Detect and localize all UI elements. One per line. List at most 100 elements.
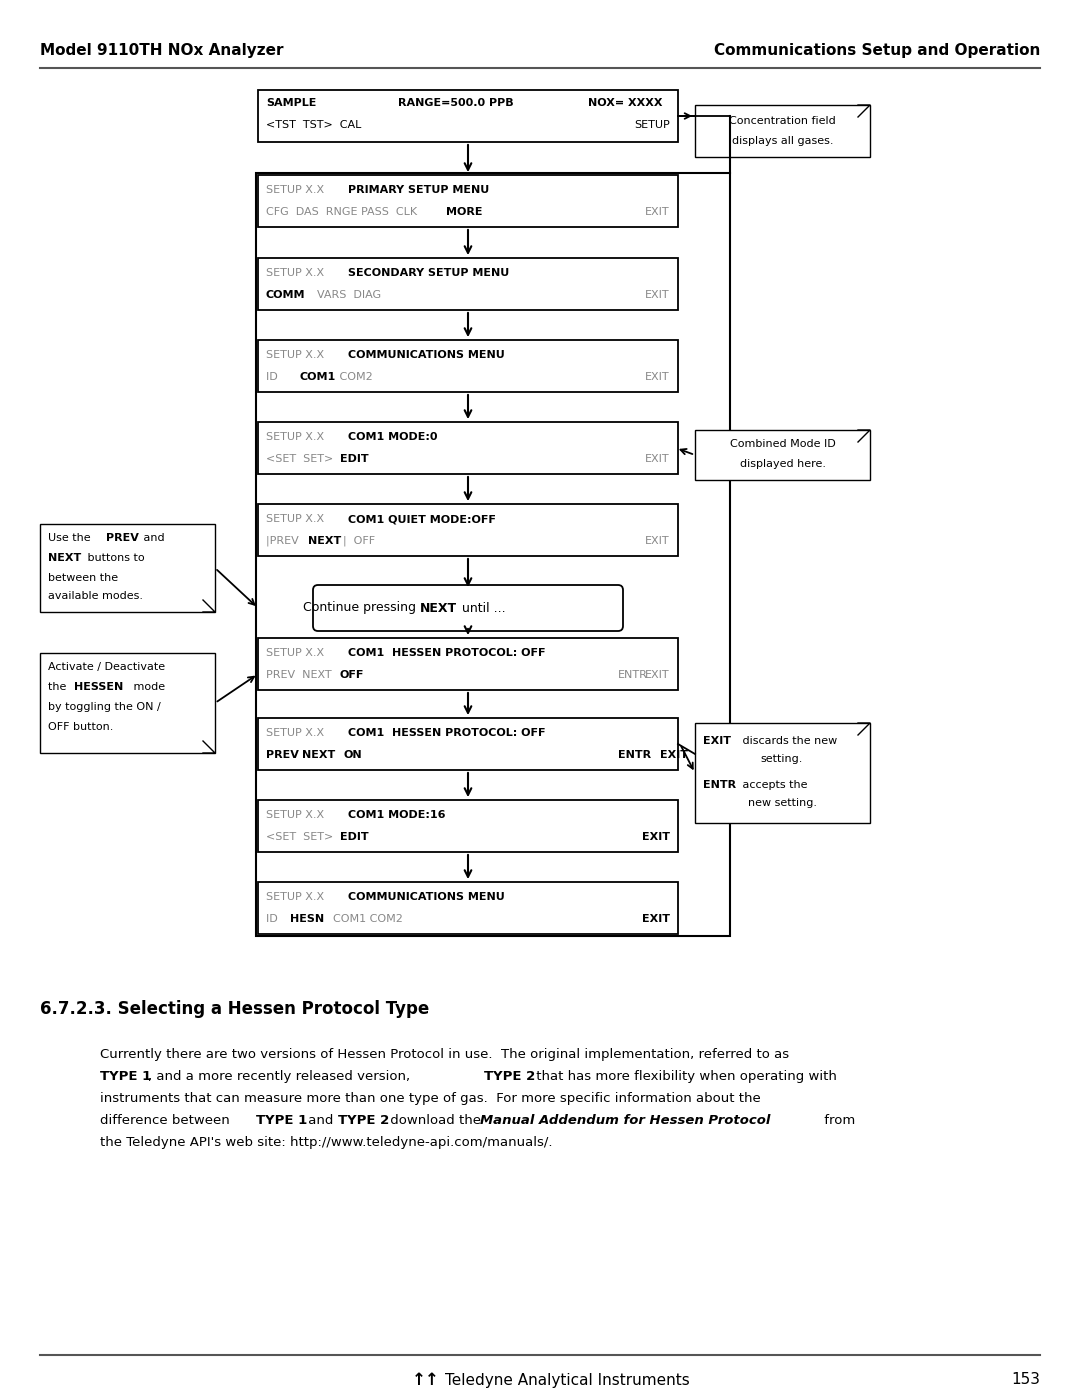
Text: from: from xyxy=(820,1113,855,1127)
Text: SETUP X.X: SETUP X.X xyxy=(266,184,324,196)
Text: HESSEN: HESSEN xyxy=(75,682,123,692)
Text: EDIT: EDIT xyxy=(340,454,368,464)
Bar xyxy=(256,173,730,936)
Text: NEXT: NEXT xyxy=(48,553,81,563)
Text: EXIT: EXIT xyxy=(646,536,670,546)
Text: NEXT: NEXT xyxy=(308,536,341,546)
Text: the Teledyne API's web site: http://www.teledyne-api.com/manuals/.: the Teledyne API's web site: http://www.… xyxy=(100,1136,553,1148)
Text: , and a more recently released version,: , and a more recently released version, xyxy=(148,1070,415,1083)
Text: EXIT: EXIT xyxy=(642,833,670,842)
Text: until ...: until ... xyxy=(458,602,505,615)
Bar xyxy=(696,430,870,481)
Text: COMMUNICATIONS MENU: COMMUNICATIONS MENU xyxy=(348,351,504,360)
Text: SECONDARY SETUP MENU: SECONDARY SETUP MENU xyxy=(348,268,510,278)
Text: and: and xyxy=(303,1113,338,1127)
Bar xyxy=(258,882,678,935)
Text: NEXT: NEXT xyxy=(302,750,335,760)
Text: SETUP X.X: SETUP X.X xyxy=(266,893,324,902)
Text: MORE: MORE xyxy=(446,207,483,217)
Text: COM1: COM1 xyxy=(300,372,336,381)
Text: EXIT: EXIT xyxy=(646,207,670,217)
Text: <TST  TST>  CAL: <TST TST> CAL xyxy=(266,120,362,130)
Bar xyxy=(258,422,678,474)
Text: HESN: HESN xyxy=(291,914,324,923)
Text: TYPE 2: TYPE 2 xyxy=(484,1070,536,1083)
Text: that has more flexibility when operating with: that has more flexibility when operating… xyxy=(532,1070,837,1083)
Bar xyxy=(258,339,678,393)
Text: ↑↑: ↑↑ xyxy=(413,1370,440,1389)
Text: TYPE 1: TYPE 1 xyxy=(100,1070,151,1083)
Text: <SET  SET>: <SET SET> xyxy=(266,454,340,464)
Text: new setting.: new setting. xyxy=(747,798,816,807)
Bar xyxy=(258,89,678,142)
Text: ID: ID xyxy=(266,372,292,381)
Text: ENTR: ENTR xyxy=(618,671,648,680)
Text: COMM: COMM xyxy=(266,291,306,300)
Text: COM2: COM2 xyxy=(336,372,373,381)
Text: PREV: PREV xyxy=(106,534,139,543)
Bar xyxy=(258,800,678,852)
Text: Manual Addendum for Hessen Protocol: Manual Addendum for Hessen Protocol xyxy=(480,1113,770,1127)
Text: setting.: setting. xyxy=(760,754,804,764)
Text: the: the xyxy=(48,682,70,692)
Text: download the: download the xyxy=(386,1113,485,1127)
Text: 6.7.2.3. Selecting a Hessen Protocol Type: 6.7.2.3. Selecting a Hessen Protocol Typ… xyxy=(40,1000,429,1018)
Bar xyxy=(258,258,678,310)
Text: 153: 153 xyxy=(1011,1372,1040,1387)
Bar xyxy=(258,638,678,690)
Text: displays all gases.: displays all gases. xyxy=(732,136,834,147)
Text: EXIT: EXIT xyxy=(660,750,688,760)
FancyBboxPatch shape xyxy=(313,585,623,631)
Text: ENTR: ENTR xyxy=(703,780,737,789)
Text: COM1 QUIET MODE:OFF: COM1 QUIET MODE:OFF xyxy=(348,514,496,524)
Text: displayed here.: displayed here. xyxy=(740,460,825,469)
Text: Communications Setup and Operation: Communications Setup and Operation xyxy=(714,43,1040,59)
Text: by toggling the ON /: by toggling the ON / xyxy=(48,703,161,712)
Text: SETUP: SETUP xyxy=(634,120,670,130)
Text: Activate / Deactivate: Activate / Deactivate xyxy=(48,662,165,672)
Text: SETUP X.X: SETUP X.X xyxy=(266,648,324,658)
Text: buttons to: buttons to xyxy=(84,553,145,563)
Bar xyxy=(40,524,215,612)
Text: OFF: OFF xyxy=(340,671,364,680)
Text: available modes.: available modes. xyxy=(48,591,143,601)
Text: SETUP X.X: SETUP X.X xyxy=(266,514,324,524)
Text: COM1 COM2: COM1 COM2 xyxy=(326,914,403,923)
Text: difference between: difference between xyxy=(100,1113,234,1127)
Text: ENTR: ENTR xyxy=(618,750,651,760)
Text: PREV  NEXT: PREV NEXT xyxy=(266,671,339,680)
Text: TYPE 1: TYPE 1 xyxy=(256,1113,307,1127)
Text: SETUP X.X: SETUP X.X xyxy=(266,351,324,360)
Text: ID: ID xyxy=(266,914,285,923)
Text: |  OFF: | OFF xyxy=(343,536,375,546)
Text: discards the new: discards the new xyxy=(739,736,837,746)
Text: |PREV: |PREV xyxy=(266,536,306,546)
Text: EDIT: EDIT xyxy=(340,833,368,842)
Text: SETUP X.X: SETUP X.X xyxy=(266,728,324,738)
Text: TYPE 2: TYPE 2 xyxy=(338,1113,389,1127)
Text: and: and xyxy=(140,534,164,543)
Text: OFF button.: OFF button. xyxy=(48,722,113,732)
Bar xyxy=(696,105,870,156)
Text: SETUP X.X: SETUP X.X xyxy=(266,268,324,278)
Text: Continue pressing: Continue pressing xyxy=(303,602,420,615)
Text: instruments that can measure more than one type of gas.  For more specific infor: instruments that can measure more than o… xyxy=(100,1092,760,1105)
Text: COM1 MODE:16: COM1 MODE:16 xyxy=(348,810,446,820)
Text: SETUP X.X: SETUP X.X xyxy=(266,432,324,441)
Text: EXIT: EXIT xyxy=(646,671,670,680)
Bar xyxy=(258,175,678,226)
Text: accepts the: accepts the xyxy=(739,780,808,789)
Text: NOX= XXXX: NOX= XXXX xyxy=(588,98,662,108)
Text: COM1  HESSEN PROTOCOL: OFF: COM1 HESSEN PROTOCOL: OFF xyxy=(348,728,545,738)
Text: VARS  DIAG: VARS DIAG xyxy=(310,291,381,300)
Text: between the: between the xyxy=(48,573,118,583)
Text: COM1 MODE:0: COM1 MODE:0 xyxy=(348,432,437,441)
Text: Model 9110TH NOx Analyzer: Model 9110TH NOx Analyzer xyxy=(40,43,283,59)
Text: EXIT: EXIT xyxy=(646,454,670,464)
Text: Teledyne Analytical Instruments: Teledyne Analytical Instruments xyxy=(445,1372,690,1387)
Text: NEXT: NEXT xyxy=(420,602,457,615)
Text: ON: ON xyxy=(345,750,363,760)
Bar xyxy=(40,652,215,753)
Text: Concentration field: Concentration field xyxy=(729,116,836,126)
Bar xyxy=(696,724,870,823)
